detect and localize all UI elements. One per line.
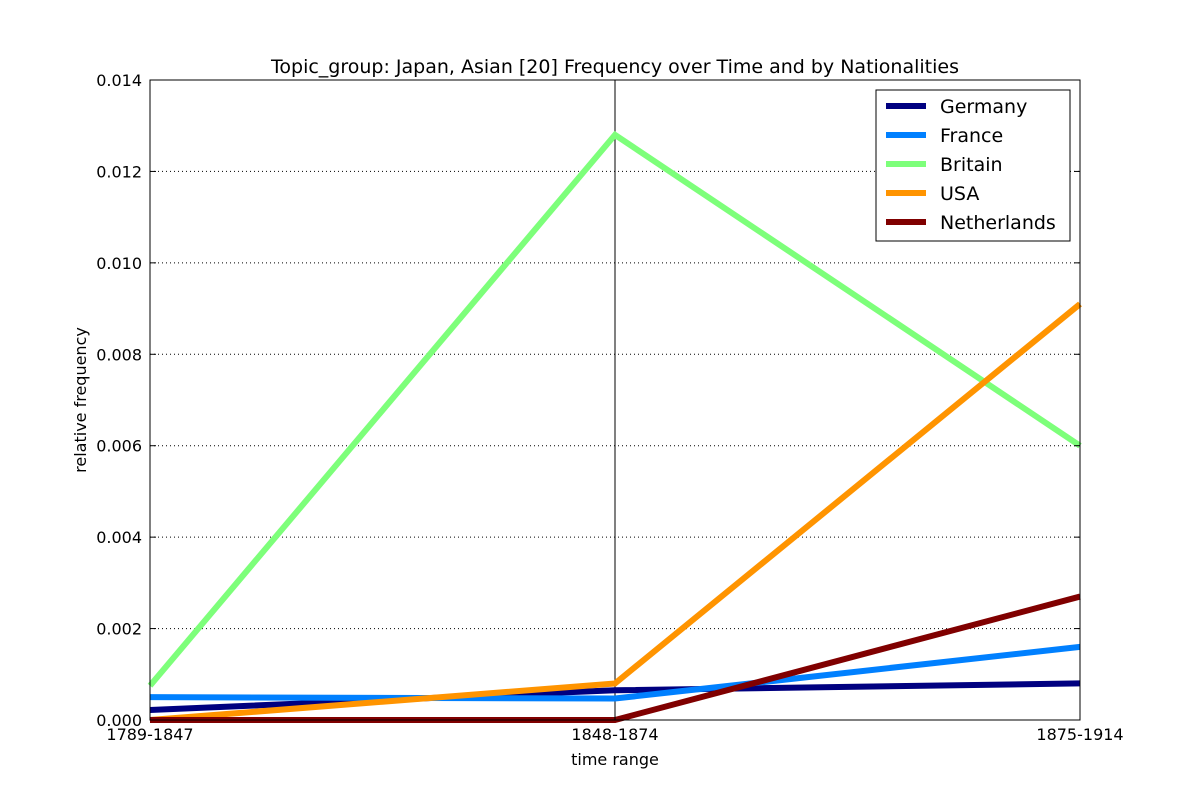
y-tick-label: 0.012 — [96, 162, 142, 181]
x-axis-ticks: 1789-1847 1848-1874 1875-1914 — [106, 80, 1124, 744]
series-line-germany — [149, 680, 1081, 713]
legend: Germany France Britain USA Netherlands — [875, 89, 1071, 242]
legend-label-usa: USA — [940, 183, 979, 205]
y-axis-ticks: 0.000 0.002 0.004 0.006 0.008 0.010 0.012 0.014 — [96, 71, 1080, 730]
y-tick-label: 0.004 — [96, 528, 142, 547]
legend-label-britain: Britain — [940, 154, 1003, 176]
y-tick-label: 0.010 — [96, 254, 142, 273]
grid-lines — [150, 80, 1080, 720]
y-tick-label: 0.006 — [96, 437, 142, 456]
x-tick-label: 1848-1874 — [571, 725, 658, 744]
series-line-france — [149, 643, 1081, 702]
y-tick-label: 0.000 — [96, 711, 142, 730]
series-line-britain — [147, 130, 1082, 688]
chart-title: Topic_group: Japan, Asian [20] Frequency… — [270, 56, 959, 78]
y-tick-label: 0.014 — [96, 71, 142, 90]
legend-label-france: France — [940, 125, 1003, 147]
x-axis-label: time range — [571, 750, 659, 769]
y-tick-label: 0.008 — [96, 345, 142, 364]
legend-label-netherlands: Netherlands — [940, 212, 1056, 234]
y-axis-label: relative frequency — [71, 327, 90, 473]
series-line-usa — [149, 301, 1082, 723]
x-tick-label: 1875-1914 — [1036, 725, 1123, 744]
y-tick-label: 0.002 — [96, 620, 142, 639]
legend-label-germany: Germany — [940, 96, 1027, 118]
x-tick-label: 1789-1847 — [106, 725, 193, 744]
